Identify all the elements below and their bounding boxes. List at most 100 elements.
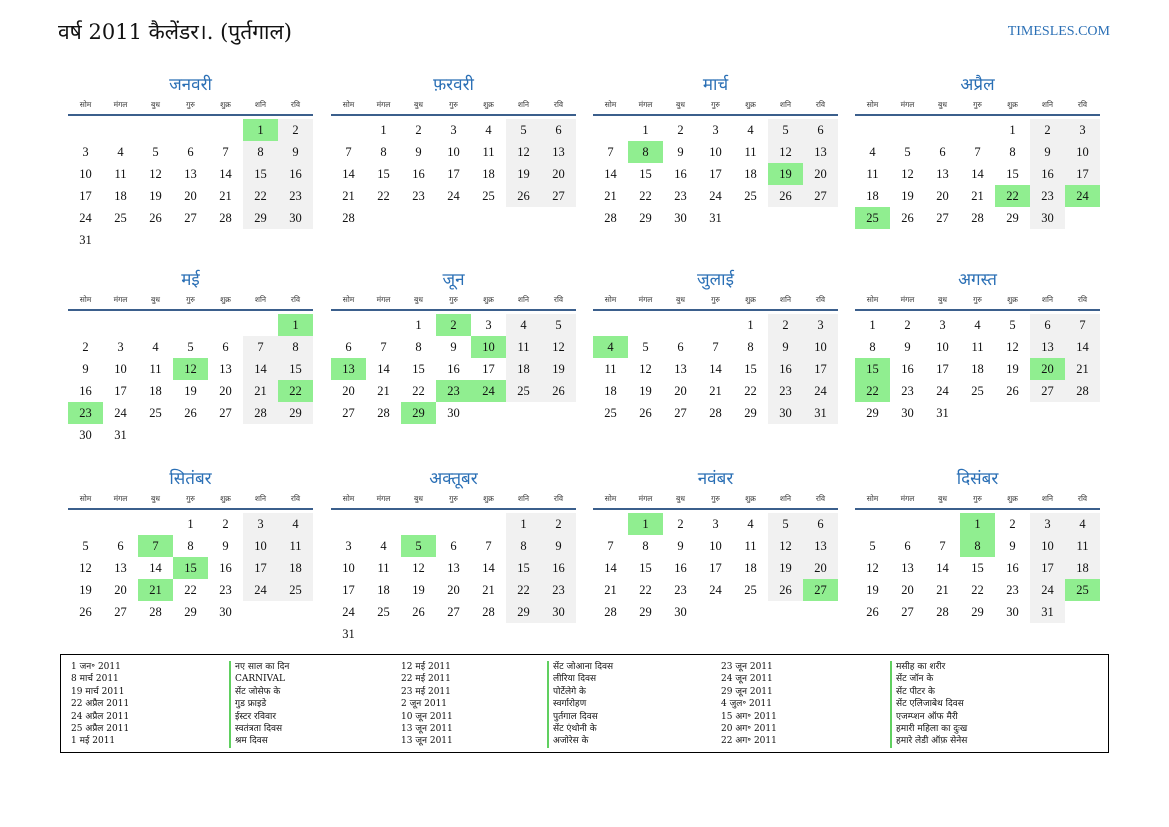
day-cell: 13 [936, 167, 949, 181]
day-cell: 14 [604, 561, 617, 575]
weekday-label: गुरु [973, 295, 982, 304]
day-cell: 14 [377, 362, 390, 376]
day-cell: 16 [901, 362, 914, 376]
weekday-label: बुध [151, 295, 160, 304]
day-cell: 22 [243, 185, 278, 207]
day-cell: 25 [482, 189, 495, 203]
day-cell: 23 [412, 189, 425, 203]
weekday-label: शनि [517, 295, 530, 304]
day-cell: 27 [1030, 380, 1065, 402]
day-cell: 27 [184, 211, 197, 225]
weekday-label: रवि [1077, 494, 1088, 503]
weekday-label: गुरु [449, 494, 458, 503]
holiday-dates-col-1: 1 जन॰ 2011 8 मार्च 2011 19 मार्च 2011 22 अप… [71, 661, 129, 748]
day-cell: 30 [447, 406, 460, 420]
day-cell: 20 [674, 384, 687, 398]
day-cell: 26 [149, 211, 162, 225]
day-cell: 31 [709, 211, 722, 225]
day-cell: 25 [377, 605, 390, 619]
day-cell: 9 [768, 336, 803, 358]
month-name: मार्च [702, 75, 729, 95]
day-cell: 21 [936, 583, 949, 597]
day-cell: 18 [482, 167, 495, 181]
day-cell: 20 [803, 557, 838, 579]
weekday-label: गुरु [186, 494, 195, 503]
day-cell: 13 [901, 561, 914, 575]
weekday-header: सोम मंगल बुध गुरु शुक्र शनि रवि [68, 295, 313, 307]
day-cell: 6 [345, 340, 352, 354]
day-cell: 2 [1030, 119, 1065, 141]
day-cell: 27 [114, 605, 127, 619]
day-cell: 20 [541, 163, 576, 185]
day-cell: 7 [345, 145, 352, 159]
day-cell: 11 [377, 561, 390, 575]
day-cell: 21 [971, 189, 984, 203]
day-cell: 6 [939, 145, 946, 159]
month-name: सितंबर [169, 469, 212, 489]
day-cell: 11 [604, 362, 617, 376]
month-rule [68, 309, 313, 311]
day-cell: 6 [541, 119, 576, 141]
holiday-day-cell: 23 [68, 402, 103, 424]
holiday-day-cell: 15 [855, 358, 890, 380]
day-cell: 22 [971, 583, 984, 597]
day-cell: 2 [768, 314, 803, 336]
day-cell: 16 [412, 167, 425, 181]
day-cell: 3 [939, 318, 946, 332]
weekday-label: गुरु [186, 295, 195, 304]
day-cell: 20 [936, 189, 949, 203]
holiday-name: सेंट पीटर के [896, 686, 935, 697]
holiday-day-cell: 4 [593, 336, 628, 358]
month-rule [855, 114, 1100, 116]
day-cell: 14 [219, 167, 232, 181]
day-cell: 3 [243, 513, 278, 535]
day-cell: 2 [677, 123, 684, 137]
day-cell: 6 [222, 340, 229, 354]
day-cell: 20 [901, 583, 914, 597]
day-cell: 19 [1006, 362, 1019, 376]
day-cell: 21 [482, 583, 495, 597]
day-cell: 30 [541, 601, 576, 623]
day-cell: 5 [869, 539, 876, 553]
day-cell: 11 [866, 167, 879, 181]
day-cell: 26 [901, 211, 914, 225]
day-cell: 29 [639, 211, 652, 225]
day-cell: 14 [936, 561, 949, 575]
month-block: नवंबर सोम मंगल बुध गुरु शुक्र शनि रवि 1 2 3 4 5 6 7 8 9 1… [593, 466, 838, 656]
day-cell: 17 [114, 384, 127, 398]
day-cell: 6 [187, 145, 194, 159]
month-block: जुलाई सोम मंगल बुध गुरु शुक्र शनि रवि 1 2 3 4 5 6 7 8 9 1… [593, 267, 838, 457]
weekday-label: शुक्र [745, 295, 756, 304]
day-cell: 7 [243, 336, 278, 358]
day-cell: 18 [278, 557, 313, 579]
month-name: मई [181, 270, 200, 290]
day-cell: 18 [866, 189, 879, 203]
day-cell: 21 [1065, 358, 1100, 380]
month-block: सितंबर सोम मंगल बुध गुरु शुक्र शनि रवि 1 2 3 4 5 6 7 8 9… [68, 466, 313, 656]
day-grid: 1 2 3 4 5 6 7 8 9 10 11 12 13 14 15 16 17 18 19 20 21 22 23 24 2… [331, 513, 576, 663]
month-name: जनवरी [169, 75, 212, 95]
day-cell: 24 [803, 380, 838, 402]
holiday-dates-col-2: 12 मई 2011 22 मई 2011 23 मई 2011 2 जून 2011… [401, 661, 453, 748]
holiday-names-col-2: सेंट जोआना दिवस लीरिया दिवस पोर्टेलेगे के स… [547, 661, 613, 748]
day-cell: 12 [506, 141, 541, 163]
weekday-header: सोम मंगल बुध गुरु शुक्र शनि रवि [331, 295, 576, 307]
site-link[interactable]: TIMESLES.COM [1007, 24, 1110, 39]
day-cell: 17 [709, 167, 722, 181]
weekday-label: रवि [553, 295, 564, 304]
day-cell: 3 [1030, 513, 1065, 535]
day-cell: 23 [278, 185, 313, 207]
day-cell: 26 [768, 579, 803, 601]
day-cell: 26 [639, 406, 652, 420]
day-cell: 5 [541, 314, 576, 336]
day-cell: 19 [901, 189, 914, 203]
day-cell: 21 [219, 189, 232, 203]
day-cell: 24 [1030, 579, 1065, 601]
holiday-day-cell: 8 [628, 141, 663, 163]
day-cell: 18 [604, 384, 617, 398]
day-cell: 6 [117, 539, 124, 553]
weekday-label: सोम [79, 494, 92, 503]
holiday-date: 15 अग॰ 2011 [721, 711, 777, 722]
day-cell: 29 [243, 207, 278, 229]
day-cell: 22 [506, 579, 541, 601]
